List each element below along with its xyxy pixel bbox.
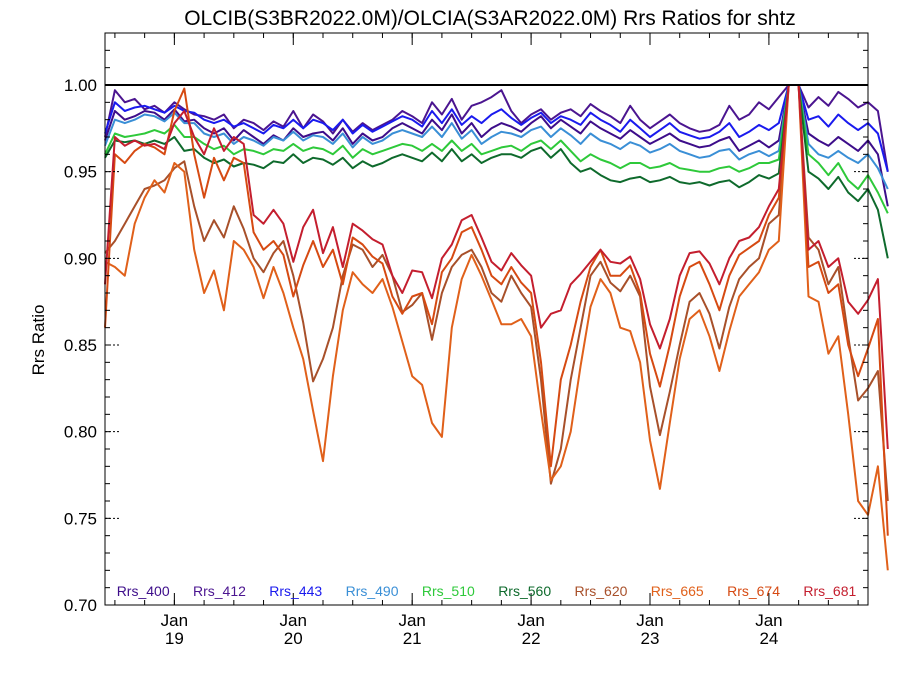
series-line-rrs-490 (104, 84, 889, 190)
series-line-rrs-665 (104, 84, 889, 571)
x-tick-month: Jan (517, 611, 544, 630)
x-tick-month: Jan (398, 611, 425, 630)
x-tick-day: 20 (284, 629, 303, 648)
series-line-rrs-510 (104, 84, 889, 214)
x-tick-day: 19 (165, 629, 184, 648)
y-tick-label: 1.00 (64, 76, 97, 95)
y-axis-label: Rrs Ratio (29, 305, 48, 376)
plot-frame (104, 32, 869, 606)
x-tick-day: 23 (641, 629, 660, 648)
y-tick-label: 0.75 (64, 509, 97, 528)
legend-label-rrs-412: Rrs_412 (193, 583, 246, 599)
legend-label-rrs-674: Rrs_674 (727, 583, 780, 599)
x-tick-month: Jan (636, 611, 663, 630)
legend-label-rrs-510: Rrs_510 (422, 583, 475, 599)
y-tick-label: 0.80 (64, 423, 97, 442)
legend-label-rrs-490: Rrs_490 (346, 583, 399, 599)
x-tick-month: Jan (161, 611, 188, 630)
x-tick-month: Jan (755, 611, 782, 630)
legend-label-rrs-400: Rrs_400 (117, 583, 170, 599)
series-line-rrs-620 (104, 84, 889, 502)
y-tick-label: 0.90 (64, 249, 97, 268)
legend-label-rrs-620: Rrs_620 (574, 583, 627, 599)
y-tick-label: 0.70 (64, 596, 97, 615)
plot-area: 0.700.750.800.850.900.951.00Jan19Jan20Ja… (64, 32, 889, 648)
legend-label-rrs-443: Rrs_443 (269, 583, 322, 599)
series-line-rrs-674 (104, 84, 889, 536)
x-tick-day: 21 (403, 629, 422, 648)
x-tick-day: 24 (759, 629, 778, 648)
legend-label-rrs-560: Rrs_560 (498, 583, 551, 599)
x-tick-month: Jan (280, 611, 307, 630)
legend-label-rrs-665: Rrs_665 (651, 583, 704, 599)
legend-label-rrs-681: Rrs_681 (803, 583, 856, 599)
y-tick-label: 0.85 (64, 336, 97, 355)
y-tick-label: 0.95 (64, 163, 97, 182)
x-tick-day: 22 (522, 629, 541, 648)
series-line-rrs-681 (104, 84, 889, 450)
series-line-rrs-560 (104, 84, 889, 259)
chart-title: OLCIB(S3BR2022.0M)/OLCIA(S3AR2022.0M) Rr… (184, 7, 796, 30)
series-line-rrs-443 (104, 84, 889, 172)
